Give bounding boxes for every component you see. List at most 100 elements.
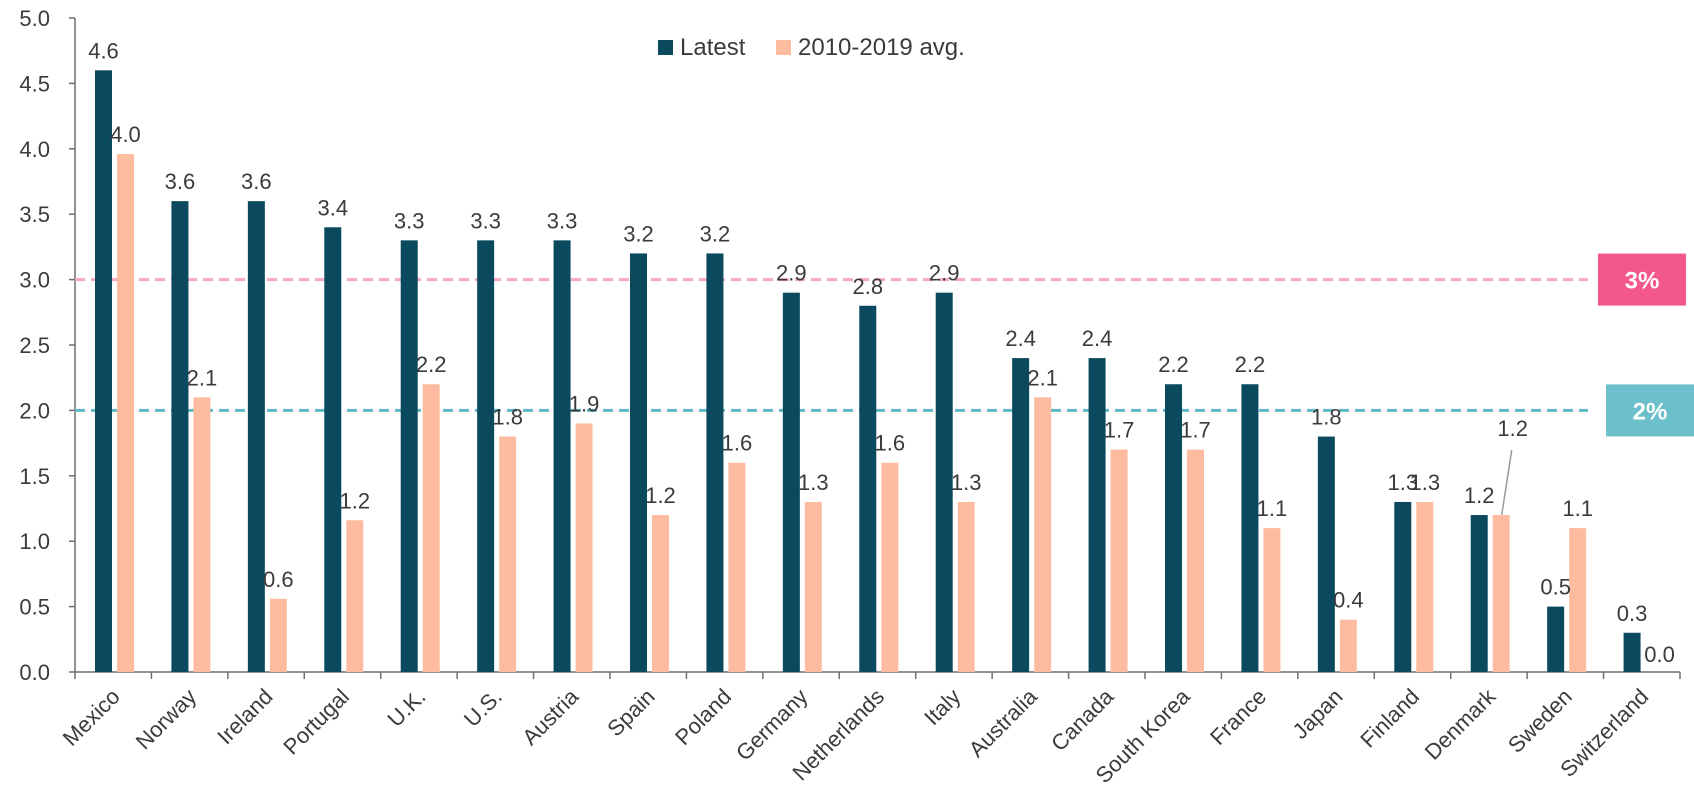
x-tick-label: Norway bbox=[131, 684, 201, 754]
legend-swatch-2010-2019-avg bbox=[776, 40, 791, 55]
x-tick-label: Denmark bbox=[1420, 683, 1501, 764]
bar-2010-2019-avg bbox=[1339, 619, 1357, 672]
y-tick-label: 2.0 bbox=[19, 398, 50, 423]
y-tick-label: 4.0 bbox=[19, 137, 50, 162]
value-label-latest: 2.9 bbox=[776, 261, 807, 286]
bar-2010-2019-avg bbox=[422, 384, 440, 672]
y-tick-label: 1.5 bbox=[19, 464, 50, 489]
bar-2010-2019-avg bbox=[1492, 515, 1510, 672]
value-label-latest: 3.2 bbox=[623, 221, 654, 246]
bar-2010-2019-avg bbox=[1569, 528, 1587, 672]
bar-latest bbox=[477, 240, 495, 673]
value-label-2010-2019-avg: 1.7 bbox=[1104, 418, 1135, 443]
bar-2010-2019-avg bbox=[1034, 397, 1052, 672]
x-tick-label: Germany bbox=[731, 684, 813, 766]
bar-2010-2019-avg bbox=[575, 423, 593, 672]
bar-latest bbox=[859, 305, 877, 672]
x-tick-label: U.S. bbox=[459, 684, 507, 732]
value-label-2010-2019-avg: 4.0 bbox=[110, 122, 141, 147]
bar-2010-2019-avg bbox=[652, 515, 669, 672]
bar-2010-2019-avg bbox=[1416, 501, 1434, 672]
value-label-latest: 0.5 bbox=[1540, 575, 1571, 600]
value-label-latest: 1.8 bbox=[1311, 405, 1342, 430]
value-label-2010-2019-avg: 2.1 bbox=[187, 365, 218, 390]
bar-latest bbox=[1317, 436, 1335, 672]
bar-latest bbox=[935, 292, 953, 672]
value-label-2010-2019-avg: 1.1 bbox=[1562, 496, 1593, 521]
value-label-2010-2019-avg: 0.0 bbox=[1644, 642, 1675, 667]
y-tick-label: 1.0 bbox=[19, 529, 50, 554]
value-label-2010-2019-avg: 1.3 bbox=[1409, 470, 1440, 495]
value-label-latest: 3.4 bbox=[317, 195, 348, 220]
bar-latest bbox=[630, 253, 647, 672]
bar-latest bbox=[400, 240, 418, 673]
bar-latest bbox=[1623, 632, 1641, 672]
bar-2010-2019-avg bbox=[193, 397, 211, 672]
bar-latest bbox=[553, 240, 571, 673]
value-label-2010-2019-avg: 1.2 bbox=[645, 483, 676, 508]
reference-badge-label: 3% bbox=[1625, 268, 1660, 295]
value-label-2010-2019-avg: 1.7 bbox=[1180, 418, 1211, 443]
value-label-latest: 2.2 bbox=[1235, 352, 1266, 377]
value-label-2010-2019-avg: 2.1 bbox=[1027, 365, 1058, 390]
value-label-latest: 3.3 bbox=[547, 208, 578, 233]
reference-badge-label: 2% bbox=[1633, 398, 1668, 425]
value-label-latest: 2.4 bbox=[1005, 326, 1036, 351]
x-tick-label: France bbox=[1205, 684, 1271, 750]
bar-latest bbox=[1012, 358, 1030, 672]
value-label-2010-2019-avg: 1.3 bbox=[951, 470, 982, 495]
x-tick-label: Portugal bbox=[278, 684, 354, 760]
x-tick-label: Italy bbox=[919, 684, 965, 730]
x-tick-label: Poland bbox=[670, 684, 736, 750]
value-label-2010-2019-avg: 1.6 bbox=[874, 431, 905, 456]
value-label-2010-2019-avg: 1.2 bbox=[339, 488, 370, 513]
bar-latest bbox=[171, 201, 189, 672]
x-tick-label: Finland bbox=[1355, 684, 1424, 753]
bar-latest bbox=[247, 201, 265, 672]
label-leader-line bbox=[1500, 449, 1513, 516]
x-tick-label: Spain bbox=[602, 684, 659, 741]
x-tick-label: Canada bbox=[1046, 683, 1119, 756]
y-tick-label: 3.0 bbox=[19, 268, 50, 293]
value-label-latest: 3.6 bbox=[165, 169, 196, 194]
value-label-latest: 2.4 bbox=[1082, 326, 1113, 351]
bar-latest bbox=[1241, 384, 1259, 672]
bar-2010-2019-avg bbox=[1263, 528, 1281, 672]
x-axis-labels: Mexico Norway Ireland Portugal U.K. U.S. Austr… bbox=[58, 683, 1654, 788]
value-label-latest: 2.2 bbox=[1158, 352, 1189, 377]
value-label-2010-2019-avg: 2.2 bbox=[416, 352, 447, 377]
value-label-latest: 0.3 bbox=[1617, 601, 1648, 626]
y-axis: 0.0 0.5 1.0 1.5 2.0 2.5 3.0 3.5 4.0 4.5 5.0 bbox=[19, 6, 76, 685]
legend-swatch-latest bbox=[658, 40, 673, 55]
value-label-2010-2019-avg: 0.4 bbox=[1333, 588, 1364, 613]
y-tick-label: 0.0 bbox=[19, 660, 50, 685]
reference-badge bbox=[1598, 253, 1686, 306]
reference-badge bbox=[1606, 384, 1694, 437]
bar-2010-2019-avg bbox=[728, 462, 746, 672]
bars bbox=[95, 70, 1641, 673]
bar-2010-2019-avg bbox=[499, 436, 517, 672]
bar-latest bbox=[1394, 501, 1412, 672]
x-tick-label: Japan bbox=[1288, 684, 1348, 744]
legend-label-2010-2019-avg: 2010-2019 avg. bbox=[798, 34, 965, 61]
value-label-latest: 1.3 bbox=[1387, 470, 1418, 495]
value-label-2010-2019-avg: 0.6 bbox=[263, 567, 294, 592]
value-label-latest: 3.3 bbox=[394, 208, 425, 233]
bar-2010-2019-avg bbox=[1110, 449, 1128, 672]
y-axis-ticks: 0.0 0.5 1.0 1.5 2.0 2.5 3.0 3.5 4.0 4.5 5.0 bbox=[19, 6, 75, 685]
bar-latest bbox=[782, 292, 800, 672]
bar-latest bbox=[1470, 515, 1488, 672]
value-label-latest: 3.2 bbox=[700, 221, 731, 246]
reference-lines: 3% 2% bbox=[75, 253, 1694, 437]
legend-label-latest: Latest bbox=[680, 34, 746, 61]
x-axis: Mexico Norway Ireland Portugal U.K. U.S. Austr… bbox=[58, 671, 1681, 788]
bar-2010-2019-avg bbox=[881, 462, 899, 672]
bar-2010-2019-avg bbox=[804, 501, 822, 672]
value-label-2010-2019-avg: 1.8 bbox=[492, 405, 523, 430]
value-label-latest: 2.9 bbox=[929, 261, 960, 286]
y-tick-label: 2.5 bbox=[19, 333, 50, 358]
value-label-latest: 3.3 bbox=[470, 208, 501, 233]
value-label-latest: 1.2 bbox=[1464, 483, 1495, 508]
value-label-latest: 4.6 bbox=[88, 38, 119, 63]
bar-2010-2019-avg bbox=[269, 598, 287, 672]
